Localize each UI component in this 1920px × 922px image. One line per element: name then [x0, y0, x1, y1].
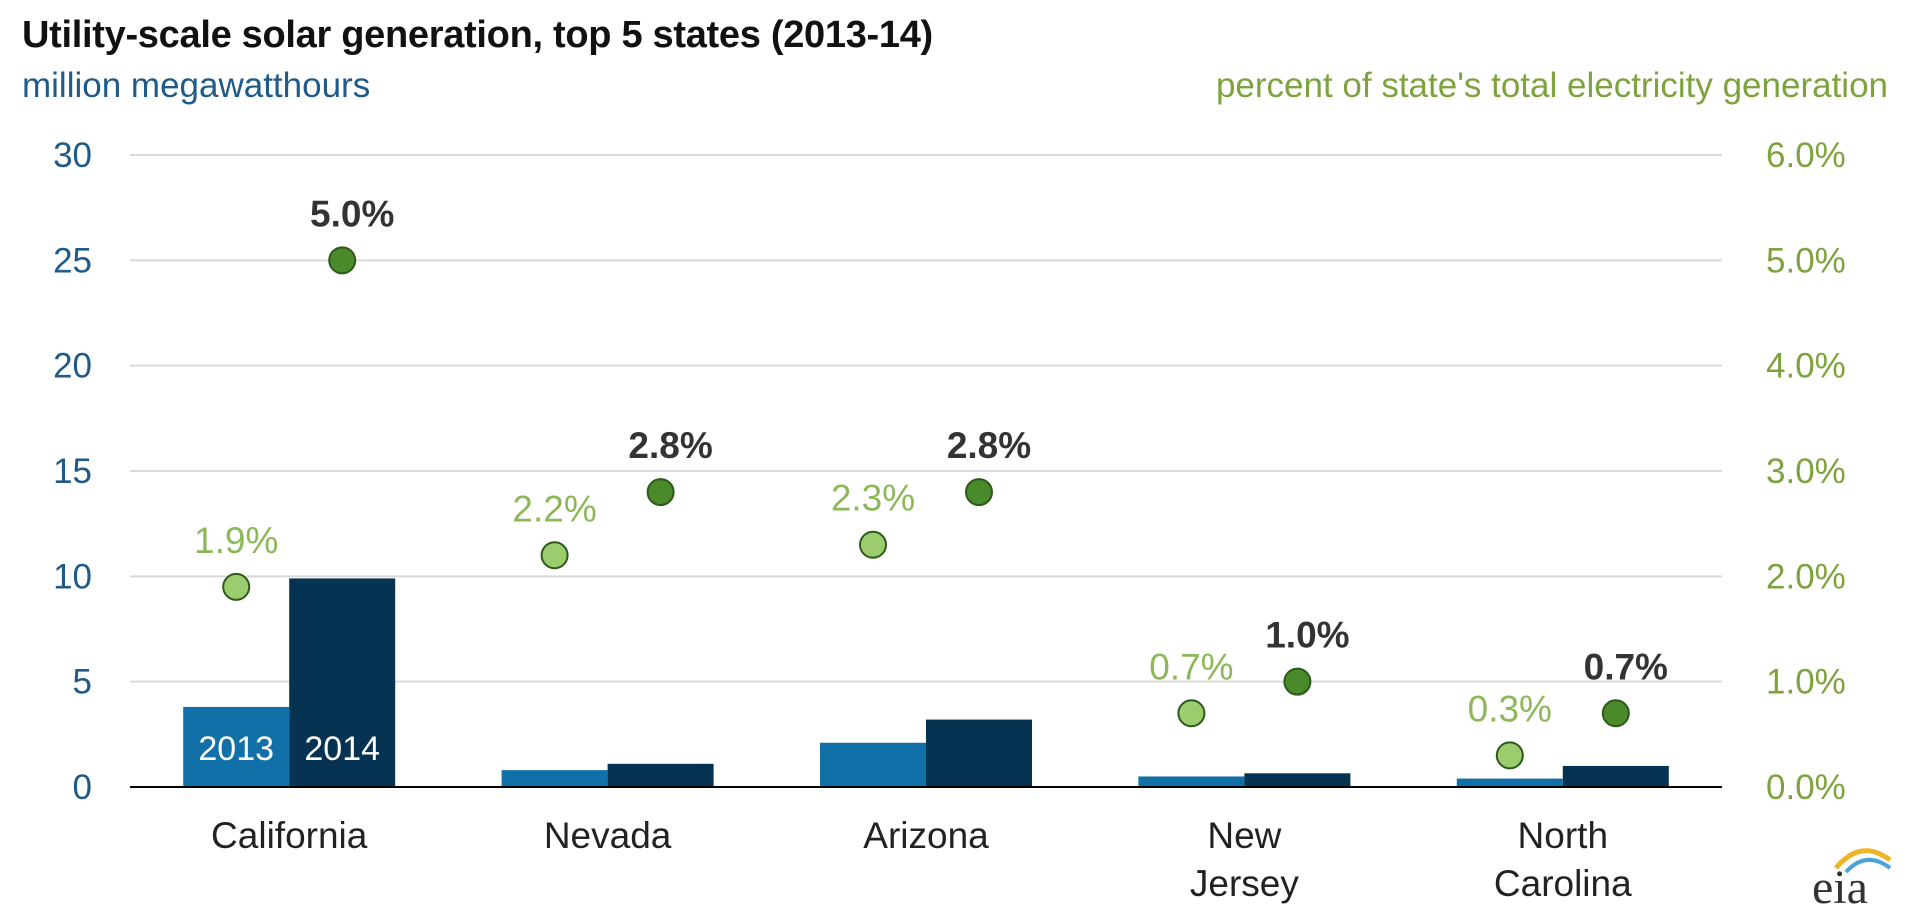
percent-point-0-2: [859, 530, 887, 559]
percent-data-label: 2.8%: [628, 425, 712, 466]
left-axis-tick-label: 15: [53, 452, 92, 491]
left-axis-tick-label: 10: [53, 557, 92, 596]
x-axis-category-label: North: [1518, 815, 1608, 856]
percent-data-label: 2.8%: [947, 425, 1031, 466]
right-axis-tick-label: 6.0%: [1766, 136, 1846, 175]
right-axis-tick-label: 5.0%: [1766, 241, 1846, 280]
percent-data-label: 5.0%: [310, 193, 394, 234]
bar-2013-1: [501, 770, 608, 787]
bar-2013-4: [1456, 778, 1563, 787]
x-axis-category-label: Nevada: [544, 815, 672, 856]
bar-2014-0: [289, 578, 396, 787]
bar-series-label: 2014: [304, 730, 380, 768]
bar-series-label: 2013: [198, 730, 274, 768]
percent-point-0-1: [540, 541, 569, 570]
right-axis-tick-label: 2.0%: [1766, 557, 1846, 596]
bar-2014-1: [607, 763, 714, 787]
bar-2013-3: [1138, 776, 1245, 787]
bar-2013-2: [820, 742, 926, 787]
percent-point-0-3: [1177, 699, 1206, 728]
chart-title: Utility-scale solar generation, top 5 st…: [22, 14, 933, 56]
x-axis-category-label: Jersey: [1190, 863, 1299, 904]
right-axis-unit-label: percent of state's total electricity gen…: [1215, 66, 1888, 105]
left-axis-tick-label: 20: [53, 347, 92, 386]
right-axis-tick-label: 0.0%: [1766, 768, 1846, 807]
bar-2014-3: [1244, 773, 1351, 787]
percent-data-label: 1.9%: [194, 520, 278, 561]
x-axis-category-label: Arizona: [863, 815, 989, 856]
eia-logo-arc-icon: [1834, 848, 1892, 874]
left-axis-tick-label: 25: [53, 241, 92, 280]
x-axis-category-label: Carolina: [1494, 863, 1632, 904]
x-axis-category-label: California: [211, 815, 368, 856]
percent-data-label: 1.0%: [1265, 615, 1349, 656]
percent-point-1-2: [965, 478, 993, 507]
percent-data-label: 2.3%: [831, 478, 915, 519]
left-axis-tick-label: 5: [73, 663, 92, 702]
eia-logo: eia: [1806, 838, 1896, 914]
percent-point-0-0: [222, 572, 251, 601]
left-axis-tick-label: 0: [73, 768, 92, 807]
bar-2014-4: [1562, 765, 1669, 787]
right-axis-tick-label: 3.0%: [1766, 452, 1846, 491]
left-axis-unit-label: million megawatthours: [22, 66, 371, 105]
eia-logo-text: eia: [1812, 861, 1868, 914]
percent-data-label: 0.3%: [1468, 688, 1552, 729]
percent-point-1-1: [646, 478, 675, 507]
percent-point-1-0: [328, 246, 357, 275]
percent-data-label: 0.7%: [1149, 646, 1233, 687]
percent-data-label: 0.7%: [1584, 646, 1668, 687]
left-axis-tick-label: 30: [53, 136, 92, 175]
percent-point-0-4: [1495, 741, 1524, 770]
percent-point-1-4: [1601, 699, 1630, 728]
x-axis-category-label: New: [1207, 815, 1281, 856]
percent-data-label: 2.2%: [512, 488, 596, 529]
bar-2013-0: [183, 706, 290, 787]
right-axis-tick-label: 4.0%: [1766, 347, 1846, 386]
right-axis-tick-label: 1.0%: [1766, 663, 1846, 702]
percent-point-1-3: [1283, 667, 1312, 696]
bar-2014-2: [926, 719, 1032, 787]
